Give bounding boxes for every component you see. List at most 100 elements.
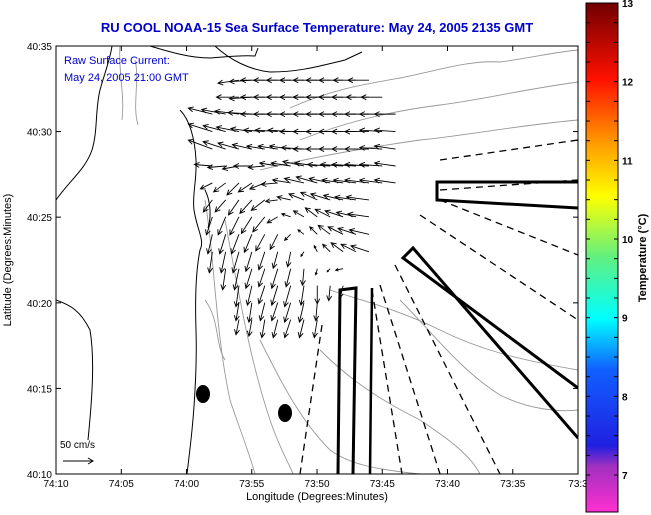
y-tick-label: 40:20 <box>27 299 52 310</box>
map-title: RU COOL NOAA-15 Sea Surface Temperature:… <box>101 20 533 35</box>
x-tick-label: 73:55 <box>239 479 264 490</box>
current-vector <box>264 198 278 204</box>
current-vector <box>271 251 279 270</box>
y-tick-label: 40:15 <box>27 384 52 395</box>
colorbar-tick-label: 7 <box>622 471 628 482</box>
current-vector <box>299 191 318 201</box>
current-vector <box>267 127 291 134</box>
current-vector <box>271 319 279 339</box>
current-vector <box>308 176 331 184</box>
current-vector <box>280 212 291 218</box>
current-vector <box>343 177 370 184</box>
current-vector <box>358 161 383 168</box>
current-vector <box>280 144 304 151</box>
current-vector <box>232 268 240 291</box>
current-vector <box>257 285 266 305</box>
current-vector <box>327 226 344 235</box>
current-vector <box>292 210 305 218</box>
colorbar-ticks: 7 8 9 10 11 12 13 <box>586 0 634 482</box>
current-vector <box>245 285 253 307</box>
colorbar-tick-label: 12 <box>622 78 634 89</box>
current-vector <box>373 143 396 150</box>
current-vector <box>260 181 278 187</box>
current-vector <box>314 268 318 276</box>
y-tick-label: 40:35 <box>27 42 52 53</box>
current-vector <box>332 177 357 184</box>
current-vector <box>202 140 226 150</box>
current-vector <box>340 243 357 253</box>
colorbar-tick-label: 10 <box>622 235 634 246</box>
current-vector <box>246 319 253 338</box>
current-vector <box>242 127 265 134</box>
current-vector <box>231 142 252 150</box>
current-vector <box>228 78 252 85</box>
current-vector <box>346 77 369 84</box>
current-vector <box>345 194 370 201</box>
x-tick-label: 73:45 <box>370 479 395 490</box>
current-vector <box>244 268 253 290</box>
current-vector <box>270 160 291 167</box>
current-vector <box>217 141 240 150</box>
current-vector <box>343 128 369 135</box>
current-vector <box>266 216 278 224</box>
current-vector <box>226 182 240 196</box>
current-vector <box>298 285 305 307</box>
current-vector <box>246 302 253 324</box>
current-vector <box>259 319 266 339</box>
current-vector <box>297 229 305 235</box>
current-vector <box>283 285 292 308</box>
current-vector <box>373 177 396 184</box>
current-vector <box>343 146 369 152</box>
current-vector <box>250 199 266 212</box>
current-vector <box>338 285 344 299</box>
current-vector <box>309 192 331 201</box>
current-vector <box>217 216 227 236</box>
current-vector <box>312 319 318 339</box>
current-vector <box>283 302 292 324</box>
current-vector <box>288 192 305 201</box>
current-vector <box>193 162 213 168</box>
current-vector <box>300 251 305 258</box>
current-vector <box>373 111 396 118</box>
current-vector <box>215 94 239 101</box>
data-blob <box>196 385 210 403</box>
current-vector <box>252 216 266 233</box>
current-vector <box>216 79 240 86</box>
current-vector <box>226 110 252 116</box>
current-vector <box>212 182 226 193</box>
current-vector <box>335 210 357 218</box>
current-vector <box>202 124 226 133</box>
current-vector <box>239 199 253 215</box>
current-vector <box>343 161 369 168</box>
current-vector <box>321 243 331 253</box>
current-vector <box>228 95 252 102</box>
scale-arrow <box>63 457 94 465</box>
x-tick-label: 74:10 <box>43 479 68 490</box>
current-vector <box>219 251 227 274</box>
current-vector <box>221 165 240 171</box>
current-vector <box>254 127 278 134</box>
current-vector <box>349 244 370 253</box>
current-vector <box>187 122 213 133</box>
y-axis-label: Latitude (Degrees:Minutes) <box>2 194 14 327</box>
current-vector <box>281 159 305 167</box>
current-vector <box>330 242 344 253</box>
plot-frame <box>55 45 579 475</box>
current-vector <box>244 251 253 273</box>
current-vector <box>213 108 240 115</box>
current-vector <box>233 285 240 308</box>
current-vector <box>309 226 318 235</box>
colorbar-tick-label: 13 <box>622 0 634 10</box>
x-tick-label: 73:40 <box>435 479 460 490</box>
y-tick-label: 40:10 <box>27 470 52 481</box>
current-vector <box>257 143 278 150</box>
current-vector <box>283 319 292 339</box>
current-vector <box>270 302 279 322</box>
map-layers <box>56 46 578 474</box>
current-vector <box>237 182 253 193</box>
current-timestamp: May 24, 2005 21:00 GMT <box>64 72 189 84</box>
current-vector <box>283 176 305 184</box>
x-tick-label: 73:3 <box>568 479 588 490</box>
colorbar <box>585 2 619 513</box>
